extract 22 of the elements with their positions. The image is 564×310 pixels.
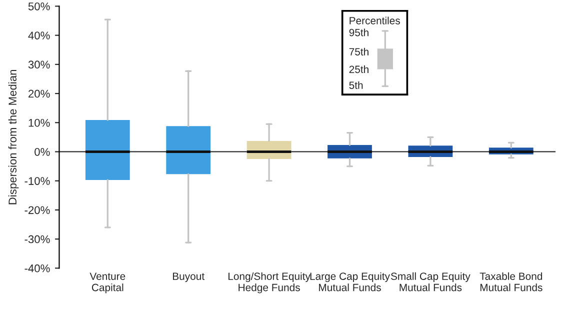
x-tick-label: Small Cap Equity Mutual Funds bbox=[390, 272, 470, 292]
annotation: 5th bbox=[349, 81, 363, 89]
y-tick-label: -40% bbox=[24, 264, 50, 272]
x-tick-label: Buyout bbox=[172, 272, 204, 282]
x-tick-label: Venture Capital bbox=[90, 272, 126, 294]
y-tick-label: 50% bbox=[28, 2, 50, 10]
legend-title: Percentiles bbox=[350, 16, 400, 24]
y-tick-label: 20% bbox=[28, 90, 50, 98]
y-tick-label: -10% bbox=[24, 177, 50, 185]
y-tick-label: 10% bbox=[28, 118, 50, 127]
y-tick-label: 0% bbox=[34, 148, 50, 156]
y-tick-label: -20% bbox=[24, 206, 50, 214]
x-tick-label: Long/Short Equity Hedge Funds bbox=[228, 272, 310, 294]
y-tick-label: 40% bbox=[28, 32, 50, 40]
annotation: 25th bbox=[349, 65, 368, 74]
y-tick-label: -30% bbox=[24, 235, 50, 244]
y-tick-label: 30% bbox=[28, 60, 50, 69]
annotation: 75th bbox=[349, 48, 368, 56]
x-tick-label: Large Cap Equity Mutual Funds bbox=[310, 272, 390, 292]
annotation: 95th bbox=[349, 28, 368, 36]
x-tick-label: Taxable Bond Mutual Funds bbox=[480, 272, 542, 292]
y-axis-title: Dispersion from the Median bbox=[8, 70, 19, 204]
